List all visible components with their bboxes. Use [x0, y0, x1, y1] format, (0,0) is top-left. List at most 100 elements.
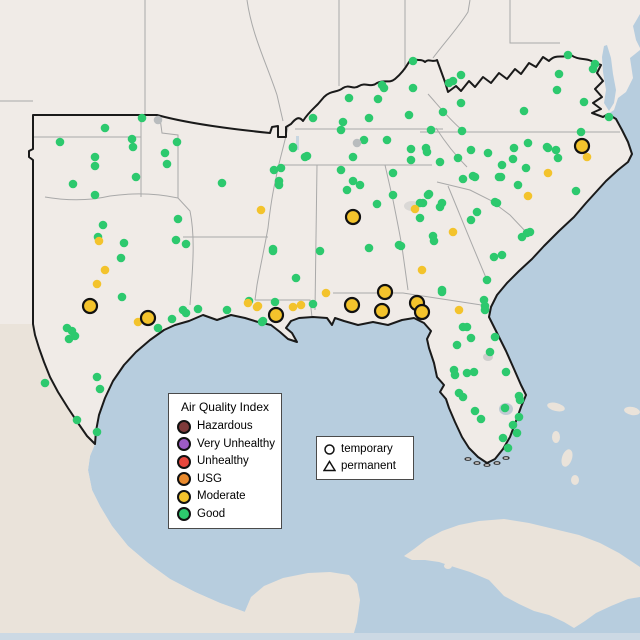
station-dot-moderate_temporary [343, 296, 361, 314]
station-dot-moderate_temporary [373, 302, 391, 320]
station-dot-good [468, 171, 478, 181]
station-dot-good [117, 292, 127, 302]
station-dot-good [364, 113, 374, 123]
station-dot-good [137, 113, 147, 123]
station-dot-good [508, 420, 518, 430]
station-dot-moderate_permanent [523, 191, 533, 201]
station-dot-good [483, 148, 493, 158]
map-edge [0, 633, 640, 640]
station-dot-good [336, 165, 346, 175]
station-dot-good [489, 252, 499, 262]
station-dot-good [167, 314, 177, 324]
station-markers [40, 50, 614, 453]
legend-row-temporary: temporary [323, 441, 407, 458]
station-dot-good [470, 406, 480, 416]
station-dot-good [173, 214, 183, 224]
station-dot-good [437, 198, 447, 208]
station-dot-good [92, 372, 102, 382]
station-dot-moderate_permanent [252, 302, 262, 312]
kentucky-lake [296, 136, 299, 150]
station-dot-good [517, 232, 527, 242]
station-dot-good [514, 412, 524, 422]
station-dot-good [466, 215, 476, 225]
station-dot-good [394, 240, 404, 250]
station-dot-good [379, 83, 389, 93]
station-dot-good [172, 137, 182, 147]
bahamas-islands [547, 402, 640, 485]
station-dot-good [476, 414, 486, 424]
station-dot-good [466, 333, 476, 343]
station-dot-good [222, 305, 232, 315]
station-dot-good [429, 236, 439, 246]
station-dot-good [162, 159, 172, 169]
station-dot-good [469, 367, 479, 377]
station-dot-good [288, 142, 298, 152]
station-dot-good [181, 239, 191, 249]
station-dot-good [423, 190, 433, 200]
chesapeake-bay [602, 45, 616, 111]
station-dot-good [131, 172, 141, 182]
station-dot-good [90, 152, 100, 162]
station-dot-good [40, 378, 50, 388]
station-dot-good [426, 125, 436, 135]
station-dot-good [160, 148, 170, 158]
station-dot-good [291, 273, 301, 283]
station-dot-good [257, 317, 267, 327]
station-dot-good [300, 152, 310, 162]
aqi-swatch-icon [177, 472, 191, 487]
station-dot-good [68, 179, 78, 189]
aqi-legend-label: Unhealthy [197, 455, 249, 468]
permanent-triangle-icon [323, 460, 336, 472]
station-dot-good [512, 428, 522, 438]
station-dot-good [336, 125, 346, 135]
station-dot-good [494, 172, 504, 182]
station-dot-moderate_temporary [344, 208, 362, 226]
station-dot-good [344, 93, 354, 103]
aqi-legend-label: Good [197, 507, 226, 520]
station-dot-good [551, 145, 561, 155]
station-dot-moderate_permanent [321, 288, 331, 298]
station-dot-good [501, 367, 511, 377]
station-dot-good [497, 250, 507, 260]
station-dot-good [92, 427, 102, 437]
florida-keys [464, 456, 510, 467]
aqi-legend-title: Air Quality Index [180, 400, 270, 414]
aqi-legend-row-5: Good [169, 506, 281, 524]
station-dot-good [408, 83, 418, 93]
station-dot-good [415, 213, 425, 223]
station-dot-good [119, 238, 129, 248]
marker-type-legend: temporary permanent [316, 436, 414, 480]
station-dot-good [388, 168, 398, 178]
region-outline [28, 54, 633, 464]
station-dot-moderate_permanent [256, 205, 266, 215]
station-dot-good [472, 207, 482, 217]
station-dot-good [348, 152, 358, 162]
station-dot-good [509, 143, 519, 153]
aqi-legend-label: Very Unhealthy [197, 437, 275, 450]
station-dot-good [308, 299, 318, 309]
station-dot-moderate_permanent [454, 305, 464, 315]
station-dot-good [525, 227, 535, 237]
station-dot-good [500, 403, 510, 413]
aqi-legend-row-0: Hazardous [169, 418, 281, 436]
aqi-legend-row-3: USG [169, 471, 281, 489]
station-dot-good [453, 153, 463, 163]
station-dot-good [116, 253, 126, 263]
station-dot-good [579, 97, 589, 107]
station-dot-good [415, 198, 425, 208]
state-borders [0, 0, 620, 318]
station-dot-good [95, 384, 105, 394]
station-dot-good [348, 176, 358, 186]
station-dot-moderate_temporary [139, 309, 157, 327]
station-dot-good [554, 69, 564, 79]
station-dot-good [90, 190, 100, 200]
station-dot-good [270, 297, 280, 307]
station-dot-good [521, 163, 531, 173]
station-dot-moderate_permanent [543, 168, 553, 178]
aqi-legend-label: Moderate [197, 490, 246, 503]
station-dot-good [482, 275, 492, 285]
station-dot-good [588, 64, 598, 74]
aqi-swatch-icon [177, 507, 191, 522]
station-dot-good [457, 126, 467, 136]
